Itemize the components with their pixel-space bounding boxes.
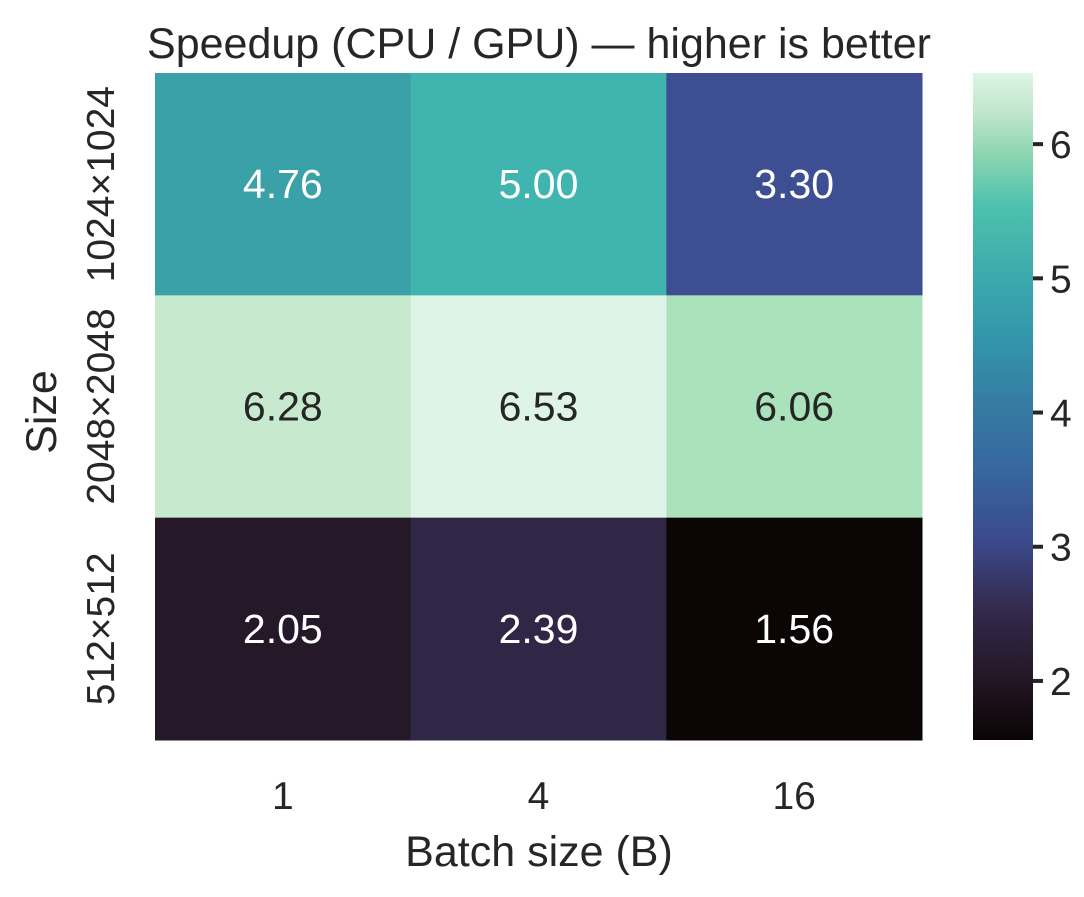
colorbar-tick-label: 3 [1050,527,1072,570]
heatmap-cell [155,73,412,296]
colorbar-tick-label: 2 [1050,661,1072,704]
cell-value-label: 2.05 [243,606,323,652]
y-tick-labels: 1024×1024 2048×2048 512×512 [80,86,123,705]
heatmap-cell [410,73,667,296]
colorbar-tick-label: 5 [1050,258,1072,301]
cell-value-label: 4.76 [243,161,323,207]
x-tick-labels: 1 4 16 [272,775,816,818]
colorbar-tick-label: 6 [1050,124,1072,167]
x-axis-label: Batch size (B) [405,828,673,876]
heatmap-cell [155,517,412,741]
x-tick-label: 1 [272,775,294,818]
cell-value-label: 2.39 [499,606,579,652]
cell-value-label: 6.53 [499,384,579,430]
y-tick-label: 1024×1024 [80,86,123,282]
heatmap-cell [410,517,667,741]
cell-value-label: 1.56 [754,606,834,652]
colorbar-gradient [973,73,1033,740]
colorbar-tick-label: 4 [1050,393,1072,436]
x-tick-label: 4 [528,775,550,818]
heatmap-cell [155,295,412,519]
heatmap-cell [666,73,923,296]
heatmap-cell [666,517,923,741]
y-tick-label: 512×512 [80,552,123,705]
y-axis-label: Size [18,370,66,454]
y-tick-label: 2048×2048 [80,308,123,504]
cell-value-label: 5.00 [499,161,579,207]
heatmap-cells [155,73,923,741]
cell-value-label: 6.28 [243,384,323,430]
colorbar-ticks: 2 3 4 5 6 [1033,124,1072,704]
cell-value-label: 3.30 [754,161,834,207]
heatmap-cell [410,295,667,519]
heatmap-cell-labels: 4.76 5.00 3.30 6.28 6.53 6.06 2.05 2.39 1.56 [243,161,834,652]
colorbar: 2 3 4 5 6 [973,73,1072,740]
x-tick-label: 16 [772,775,815,818]
chart-title: Speedup (CPU / GPU) — higher is better [147,20,931,68]
heatmap-cell [666,295,923,519]
cell-value-label: 6.06 [754,384,834,430]
